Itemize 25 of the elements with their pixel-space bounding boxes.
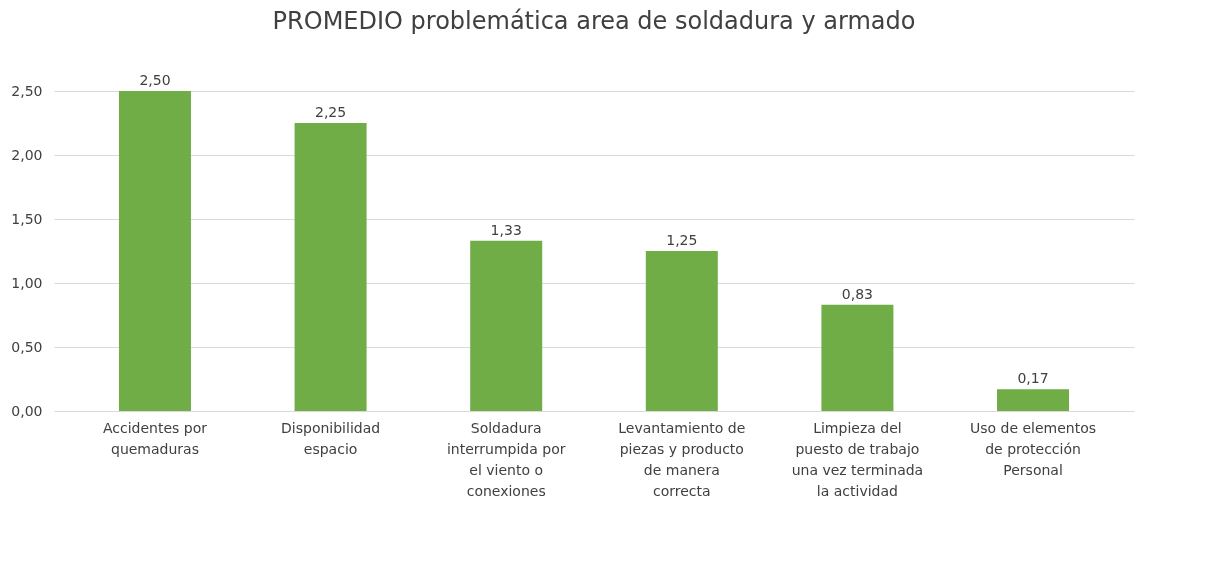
y-tick-label: 0,50 xyxy=(11,338,43,355)
y-tick-label: 2,00 xyxy=(11,146,43,163)
bar xyxy=(470,240,543,411)
bar xyxy=(294,123,367,411)
y-tick-label: 2,50 xyxy=(11,82,43,99)
data-label: 0,17 xyxy=(1017,370,1049,387)
chart-title: PROMEDIO problemática area de soldadura y armado xyxy=(272,7,916,35)
data-label: 2,50 xyxy=(139,72,171,88)
x-tick-label: Uso de elementos de protección Personal xyxy=(969,419,1097,478)
y-tick-label: 1,00 xyxy=(11,274,43,291)
x-tick-label: Accidentes por quemaduras xyxy=(102,419,208,457)
x-tick-label: Soldadura interrumpida por el viento o conexiones xyxy=(446,419,566,499)
y-tick-label: 0,00 xyxy=(11,402,43,419)
bar xyxy=(997,389,1070,411)
data-label: 0,83 xyxy=(841,285,873,302)
x-tick-label: Disponibilidad espacio xyxy=(281,419,381,457)
y-tick-label: 1,50 xyxy=(11,210,43,227)
x-tick-label: Levantamiento de piezas y producto de manera correcta xyxy=(618,419,746,499)
x-tick-label: Limpieza del puesto de trabajo una vez terminada la actividad xyxy=(791,419,924,499)
bar xyxy=(821,304,894,411)
data-label: 2,25 xyxy=(315,104,347,120)
data-label: 1,25 xyxy=(666,232,698,248)
data-label: 1,33 xyxy=(490,221,522,238)
bar xyxy=(118,91,191,411)
bar xyxy=(645,251,718,411)
